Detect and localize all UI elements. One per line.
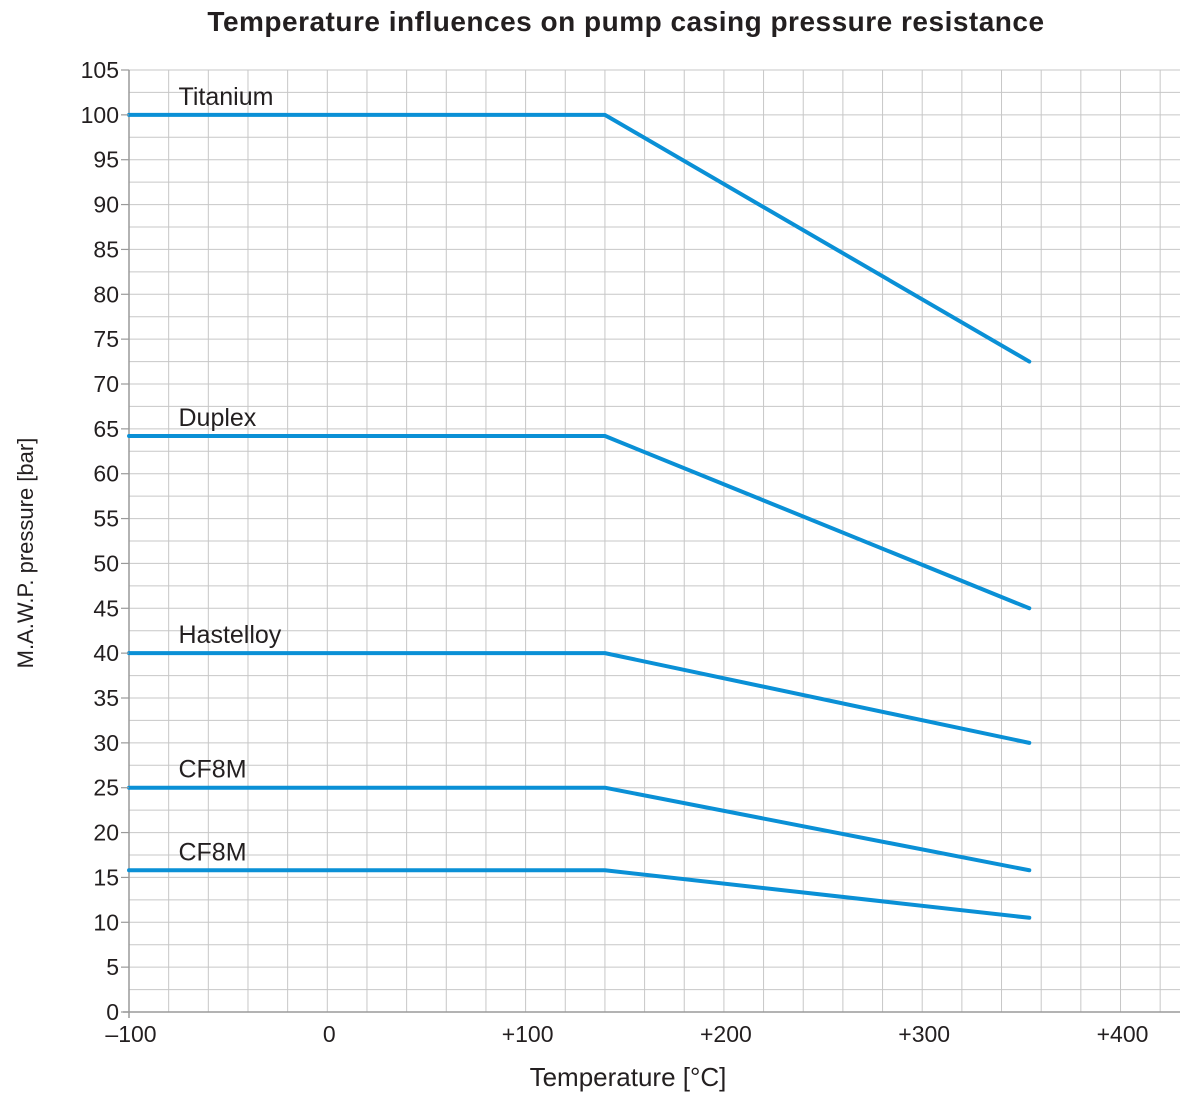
x-tick-label: +300 xyxy=(898,1021,950,1047)
y-tick-label: 25 xyxy=(93,775,119,801)
chart-title: Temperature influences on pump casing pr… xyxy=(207,6,1045,37)
y-tick-label: 50 xyxy=(93,550,119,576)
series-label: Duplex xyxy=(178,404,256,432)
y-tick-label: 70 xyxy=(93,371,119,397)
series-labels: Titanium Duplex Hastelloy CF8M CF8M xyxy=(178,83,281,866)
series-label: CF8M xyxy=(178,756,246,784)
series-label: Hastelloy xyxy=(178,621,281,649)
y-tick-label: 65 xyxy=(93,416,119,442)
y-tick-label: 20 xyxy=(93,820,119,846)
y-tick-label: 0 xyxy=(106,999,119,1025)
x-axis-label: Temperature [°C] xyxy=(529,1062,727,1092)
y-tick-label: 100 xyxy=(81,102,119,128)
series-line xyxy=(127,651,1032,745)
x-tick-labels: –100 0 +100 +200 +300 +400 xyxy=(105,1021,1148,1047)
x-tick-label: –100 xyxy=(105,1021,156,1047)
x-tick-label: +100 xyxy=(502,1021,554,1047)
series-line xyxy=(127,434,1032,611)
series-line xyxy=(127,785,1032,873)
y-tick-label: 30 xyxy=(93,730,119,756)
x-tick-label: +200 xyxy=(700,1021,752,1047)
series-line xyxy=(127,868,1032,920)
x-tick-label: 0 xyxy=(323,1021,336,1047)
series-group xyxy=(127,112,1032,920)
y-tick-label: 105 xyxy=(81,57,119,83)
y-tick-label: 55 xyxy=(93,506,119,532)
y-tick-label: 80 xyxy=(93,281,119,307)
series-label: CF8M xyxy=(178,838,246,866)
series-line xyxy=(127,112,1032,364)
y-tick-label: 15 xyxy=(93,864,119,890)
series-label: Titanium xyxy=(178,83,273,111)
y-tick-label: 10 xyxy=(93,909,119,935)
y-tick-labels: 0 5 10 15 20 25 30 35 40 45 50 55 60 65 70 75 80 85 90 95 10… xyxy=(81,57,129,1025)
y-tick-label: 35 xyxy=(93,685,119,711)
x-tick-label: +400 xyxy=(1097,1021,1149,1047)
y-tick-label: 95 xyxy=(93,147,119,173)
y-tick-label: 85 xyxy=(93,236,119,262)
y-tick-label: 75 xyxy=(93,326,119,352)
y-tick-label: 45 xyxy=(93,595,119,621)
y-tick-label: 90 xyxy=(93,192,119,218)
y-tick-label: 5 xyxy=(106,954,119,980)
y-tick-label: 60 xyxy=(93,461,119,487)
y-tick-label: 40 xyxy=(93,640,119,666)
